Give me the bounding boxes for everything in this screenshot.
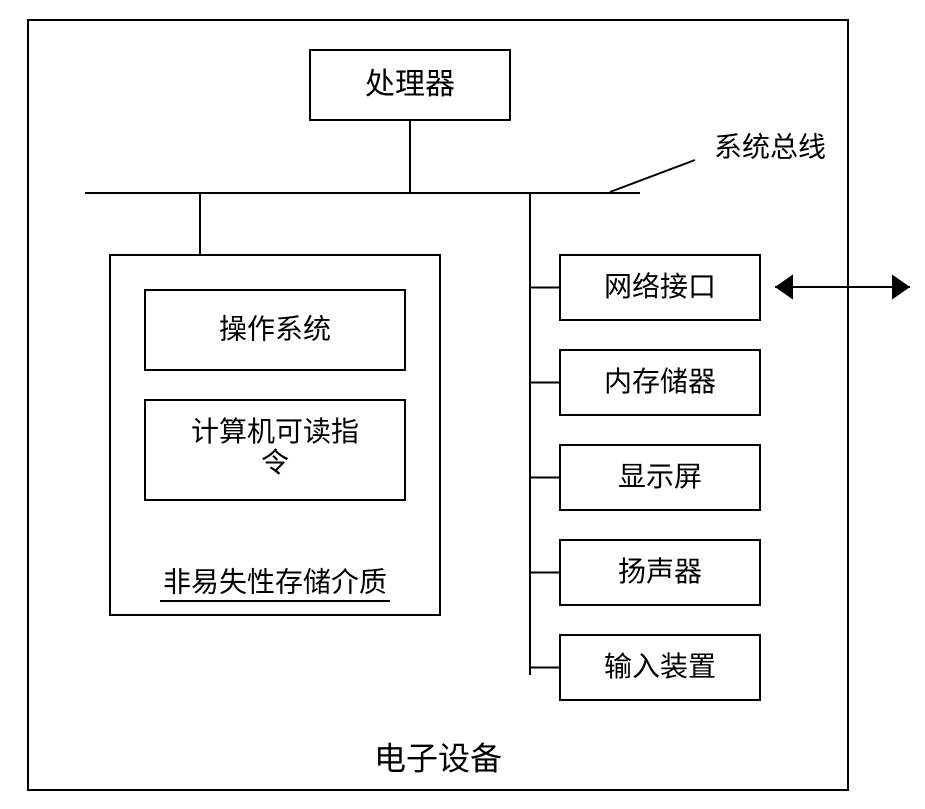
storage-inner-label-1-l2: 令 (261, 447, 289, 479)
right-block-label-2: 显示屏 (618, 462, 702, 493)
right-block-label-1: 内存储器 (604, 366, 716, 398)
diagram-canvas: 电子设备 处理器系统总线非易失性存储介质操作系统计算机可读指令 网络接口内存储器显示… (0, 0, 925, 809)
device-label: 电子设备 (374, 740, 502, 776)
right-block-label-3: 扬声器 (618, 556, 702, 588)
processor-label: 处理器 (365, 68, 455, 101)
storage-inner-label-0: 操作系统 (219, 313, 331, 345)
right-block-label-4: 输入装置 (604, 651, 716, 683)
storage-label: 非易失性存储介质 (163, 566, 387, 598)
right-block-label-0: 网络接口 (604, 271, 716, 303)
storage-inner-label-1-l1: 计算机可读指 (191, 416, 359, 448)
network-arrow-head-right (892, 274, 910, 299)
system-bus-label: 系统总线 (714, 131, 826, 163)
